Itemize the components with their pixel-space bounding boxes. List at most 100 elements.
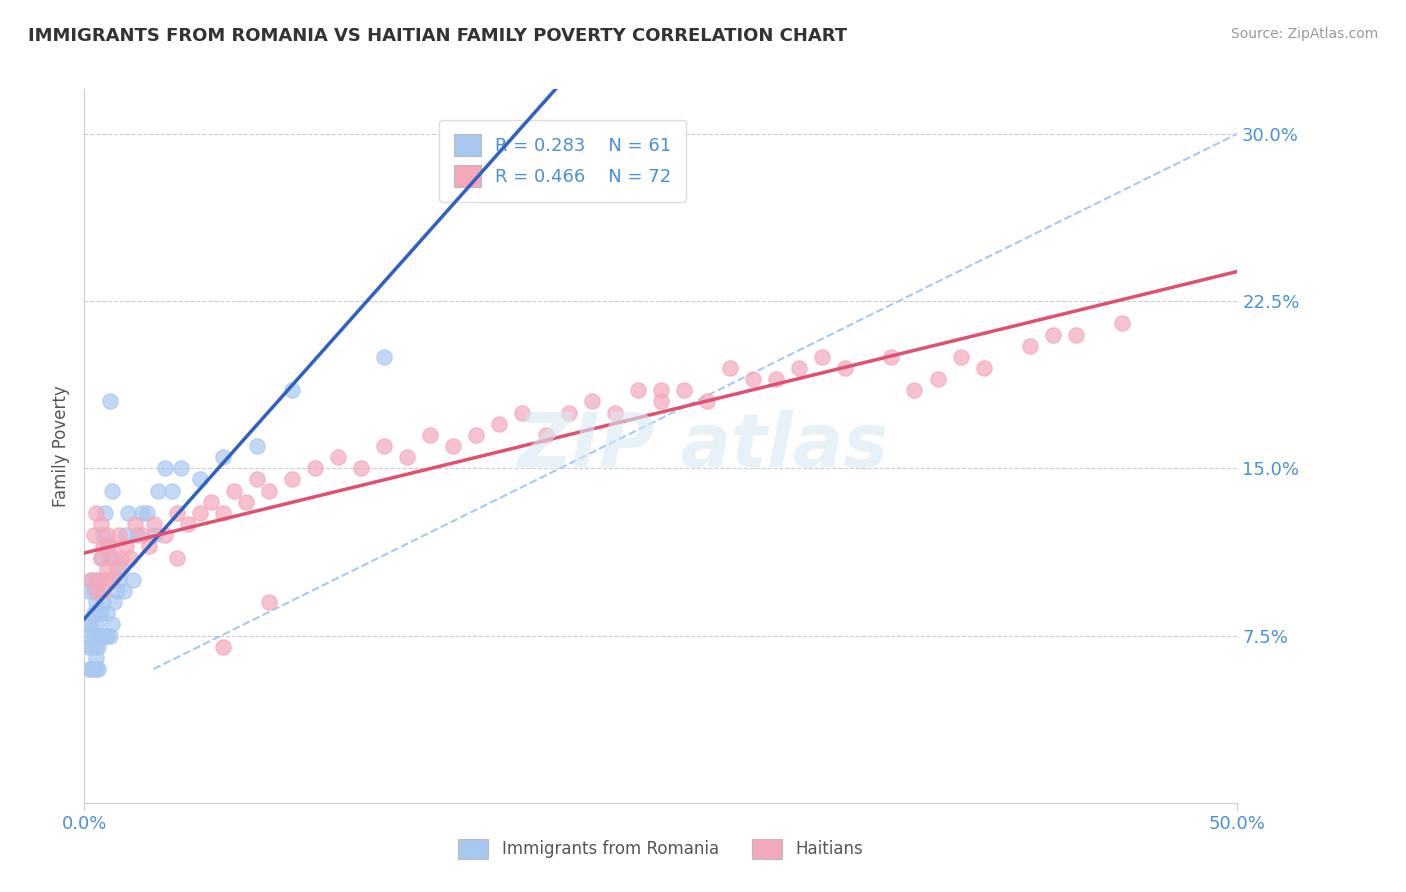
Point — [146, 483, 169, 498]
Point — [89, 607, 111, 621]
Point — [200, 494, 222, 508]
Point — [235, 494, 257, 508]
Point — [94, 506, 117, 520]
Point — [718, 360, 741, 375]
Point — [96, 539, 118, 553]
Point — [98, 550, 121, 565]
Point — [89, 516, 111, 531]
Point — [396, 450, 419, 464]
Point — [142, 528, 165, 542]
Point — [903, 384, 925, 398]
Point — [131, 506, 153, 520]
Point — [166, 506, 188, 520]
Point — [83, 607, 105, 621]
Point — [94, 573, 117, 587]
Point — [84, 662, 107, 676]
Point — [87, 607, 110, 621]
Point — [87, 583, 110, 598]
Point — [127, 528, 149, 542]
Point — [110, 562, 132, 576]
Point — [83, 583, 105, 598]
Point — [441, 439, 464, 453]
Point — [211, 450, 233, 464]
Point — [124, 516, 146, 531]
Point — [87, 662, 110, 676]
Point — [246, 439, 269, 453]
Point — [949, 350, 972, 364]
Point — [350, 461, 373, 475]
Point — [110, 550, 132, 565]
Point — [76, 617, 98, 632]
Point — [89, 628, 111, 642]
Point — [1042, 327, 1064, 342]
Point — [103, 595, 125, 609]
Point — [534, 427, 557, 442]
Point — [91, 539, 114, 553]
Point — [373, 439, 395, 453]
Point — [91, 583, 114, 598]
Point — [120, 550, 142, 565]
Point — [80, 617, 103, 632]
Point — [101, 617, 124, 632]
Point — [281, 384, 304, 398]
Text: Source: ZipAtlas.com: Source: ZipAtlas.com — [1230, 27, 1378, 41]
Point — [98, 394, 121, 409]
Point — [96, 562, 118, 576]
Point — [84, 583, 107, 598]
Point — [98, 539, 121, 553]
Point — [650, 394, 672, 409]
Point — [257, 483, 280, 498]
Point — [84, 640, 107, 654]
Point — [96, 628, 118, 642]
Point — [246, 473, 269, 487]
Point — [77, 640, 100, 654]
Point — [765, 372, 787, 386]
Point — [188, 473, 211, 487]
Point — [304, 461, 326, 475]
Point — [91, 528, 114, 542]
Point — [557, 405, 579, 419]
Point — [84, 595, 107, 609]
Point — [89, 550, 111, 565]
Point — [89, 550, 111, 565]
Point — [101, 573, 124, 587]
Point — [80, 662, 103, 676]
Point — [98, 628, 121, 642]
Y-axis label: Family Poverty: Family Poverty — [52, 385, 70, 507]
Point — [142, 516, 165, 531]
Point — [373, 350, 395, 364]
Legend: R = 0.283    N = 61, R = 0.466    N = 72: R = 0.283 N = 61, R = 0.466 N = 72 — [439, 120, 686, 202]
Point — [76, 628, 98, 642]
Point — [131, 528, 153, 542]
Point — [627, 384, 650, 398]
Point — [91, 595, 114, 609]
Point — [105, 562, 128, 576]
Point — [135, 506, 157, 520]
Point — [101, 483, 124, 498]
Point — [117, 506, 139, 520]
Point — [87, 628, 110, 642]
Point — [84, 573, 107, 587]
Point — [108, 573, 131, 587]
Point — [80, 573, 103, 587]
Point — [188, 506, 211, 520]
Point — [880, 350, 903, 364]
Point — [696, 394, 718, 409]
Point — [257, 595, 280, 609]
Point — [787, 360, 810, 375]
Point — [177, 516, 200, 531]
Point — [672, 384, 695, 398]
Point — [153, 528, 176, 542]
Point — [103, 550, 125, 565]
Point — [811, 350, 834, 364]
Point — [834, 360, 856, 375]
Point — [224, 483, 246, 498]
Point — [91, 628, 114, 642]
Point — [581, 394, 603, 409]
Point — [170, 461, 193, 475]
Point — [603, 405, 626, 419]
Point — [115, 539, 138, 553]
Point — [166, 550, 188, 565]
Point — [1111, 316, 1133, 330]
Point — [1018, 338, 1040, 352]
